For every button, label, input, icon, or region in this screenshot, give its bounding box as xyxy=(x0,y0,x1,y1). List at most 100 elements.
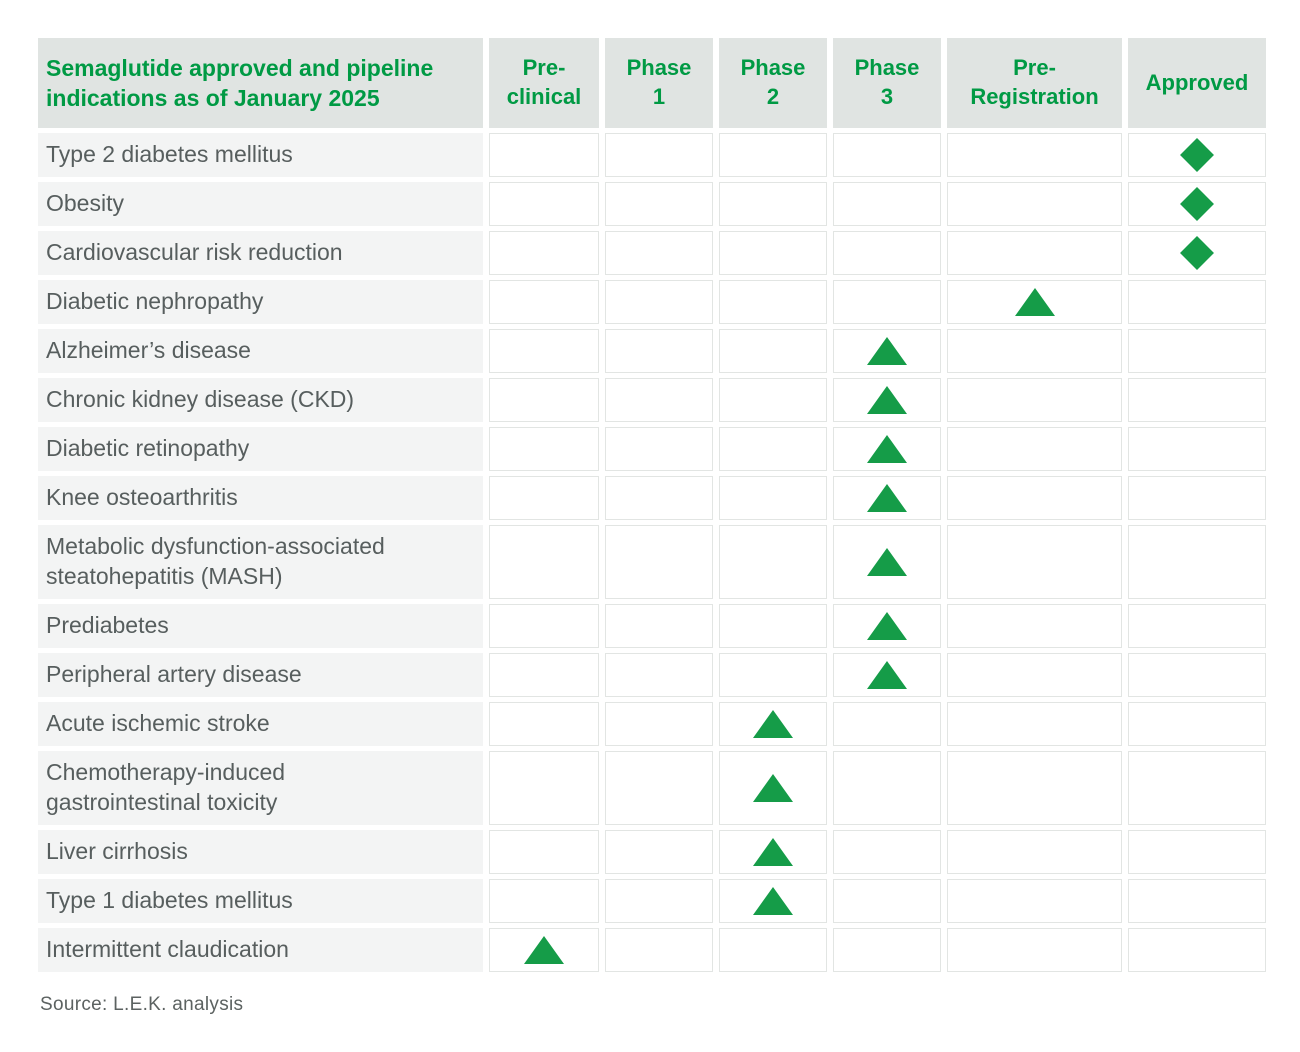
stage-cell-phase-1 xyxy=(605,378,713,422)
pipeline-triangle-icon xyxy=(867,611,907,640)
stage-cell-phase-1 xyxy=(605,182,713,226)
stage-cell-approved xyxy=(1128,701,1266,746)
stage-cell-phase-3 xyxy=(833,378,941,422)
stage-cell-phase-3 xyxy=(833,750,941,825)
stage-cell-phase-3 xyxy=(833,927,941,972)
stage-cell-phase-1 xyxy=(605,878,713,923)
stage-cell-phase-3 xyxy=(833,329,941,373)
indication-label-text: Type 2 diabetes mellitus xyxy=(46,141,293,168)
stage-cell-phase-2 xyxy=(719,750,827,825)
column-header-pre-clinical: Pre- clinical xyxy=(489,38,599,128)
stage-cell-approved xyxy=(1128,927,1266,972)
indication-label-text: Prediabetes xyxy=(46,611,169,638)
stage-cell-phase-2 xyxy=(719,182,827,226)
stage-cell-pre-clinical xyxy=(489,427,599,471)
stage-cell-pre-registration xyxy=(947,750,1122,825)
approved-diamond-icon xyxy=(1180,187,1214,221)
stage-cell-phase-1 xyxy=(605,476,713,520)
pipeline-triangle-icon xyxy=(753,886,793,915)
indication-label-text: Chronic kidney disease (CKD) xyxy=(46,386,355,413)
stage-cell-approved xyxy=(1128,329,1266,373)
approved-diamond-icon xyxy=(1180,138,1214,172)
column-header-pre-registration: Pre- Registration xyxy=(947,38,1122,128)
stage-cell-approved xyxy=(1128,427,1266,471)
table-title: Semaglutide approved and pipeline indica… xyxy=(46,54,434,111)
stage-cell-pre-clinical xyxy=(489,750,599,825)
stage-cell-phase-3 xyxy=(833,133,941,177)
stage-cell-phase-3 xyxy=(833,829,941,874)
indication-label-text: Metabolic dysfunction-associated steatoh… xyxy=(46,533,385,589)
pipeline-triangle-icon xyxy=(867,386,907,414)
indication-label-chronic-kidney-disease-ckd: Chronic kidney disease (CKD) xyxy=(38,378,483,422)
stage-cell-phase-2 xyxy=(719,829,827,874)
stage-cell-phase-1 xyxy=(605,652,713,697)
indication-label-liver-cirrhosis: Liver cirrhosis xyxy=(38,829,483,874)
stage-cell-pre-clinical xyxy=(489,231,599,275)
indication-label-type-2-diabetes-mellitus: Type 2 diabetes mellitus xyxy=(38,133,483,177)
stage-cell-phase-3 xyxy=(833,427,941,471)
indication-label-text: Diabetic retinopathy xyxy=(46,435,250,462)
pipeline-triangle-icon xyxy=(753,709,793,738)
stage-cell-phase-2 xyxy=(719,525,827,599)
pipeline-triangle-icon xyxy=(867,660,907,689)
indication-label-diabetic-nephropathy: Diabetic nephropathy xyxy=(38,280,483,324)
stage-cell-phase-3 xyxy=(833,476,941,520)
stage-cell-pre-clinical xyxy=(489,378,599,422)
stage-cell-pre-registration xyxy=(947,182,1122,226)
indication-label-text: Obesity xyxy=(46,190,124,217)
indication-label-text: Diabetic nephropathy xyxy=(46,288,264,315)
stage-cell-pre-registration xyxy=(947,427,1122,471)
stage-cell-approved xyxy=(1128,750,1266,825)
pipeline-triangle-icon xyxy=(867,435,907,463)
stage-cell-phase-2 xyxy=(719,231,827,275)
stage-cell-pre-registration xyxy=(947,927,1122,972)
indication-label-prediabetes: Prediabetes xyxy=(38,603,483,648)
stage-cell-phase-2 xyxy=(719,927,827,972)
stage-cell-pre-clinical xyxy=(489,525,599,599)
stage-cell-phase-3 xyxy=(833,701,941,746)
stage-cell-pre-clinical xyxy=(489,829,599,874)
stage-cell-pre-registration xyxy=(947,280,1122,324)
stage-cell-phase-3 xyxy=(833,525,941,599)
stage-cell-pre-clinical xyxy=(489,280,599,324)
indication-label-text: Liver cirrhosis xyxy=(46,837,188,864)
indication-label-text: Chemotherapy-induced gastrointestinal to… xyxy=(46,758,286,815)
column-header-approved: Approved xyxy=(1128,38,1266,128)
indication-label-text: Alzheimer’s disease xyxy=(46,337,251,364)
stage-cell-pre-registration xyxy=(947,476,1122,520)
stage-cell-phase-1 xyxy=(605,701,713,746)
stage-cell-pre-clinical xyxy=(489,603,599,648)
indication-label-peripheral-artery-disease: Peripheral artery disease xyxy=(38,652,483,697)
stage-cell-phase-1 xyxy=(605,280,713,324)
stage-cell-phase-2 xyxy=(719,280,827,324)
stage-cell-phase-3 xyxy=(833,182,941,226)
indication-label-alzheimer-s-disease: Alzheimer’s disease xyxy=(38,329,483,373)
stage-cell-phase-2 xyxy=(719,476,827,520)
stage-cell-pre-registration xyxy=(947,329,1122,373)
stage-cell-phase-2 xyxy=(719,878,827,923)
pipeline-table: Semaglutide approved and pipeline indica… xyxy=(38,38,1266,972)
stage-cell-phase-2 xyxy=(719,133,827,177)
indication-label-chemotherapy-induced-gastrointestinal-toxicity: Chemotherapy-induced gastrointestinal to… xyxy=(38,750,483,825)
source-note: Source: L.E.K. analysis xyxy=(40,994,244,1015)
stage-cell-pre-registration xyxy=(947,133,1122,177)
column-header-phase-1: Phase 1 xyxy=(605,38,713,128)
pipeline-triangle-icon xyxy=(867,547,907,576)
stage-cell-phase-3 xyxy=(833,231,941,275)
stage-cell-pre-clinical xyxy=(489,927,599,972)
indication-label-type-1-diabetes-mellitus: Type 1 diabetes mellitus xyxy=(38,878,483,923)
indication-label-text: Acute ischemic stroke xyxy=(46,709,270,736)
stage-cell-phase-2 xyxy=(719,701,827,746)
stage-cell-pre-registration xyxy=(947,652,1122,697)
stage-cell-pre-clinical xyxy=(489,878,599,923)
stage-cell-phase-1 xyxy=(605,329,713,373)
pipeline-triangle-icon xyxy=(753,837,793,866)
stage-cell-pre-clinical xyxy=(489,476,599,520)
stage-cell-approved xyxy=(1128,603,1266,648)
pipeline-triangle-icon xyxy=(1014,288,1055,316)
stage-cell-phase-2 xyxy=(719,652,827,697)
table-title-cell: Semaglutide approved and pipeline indica… xyxy=(38,38,483,128)
stage-cell-pre-clinical xyxy=(489,182,599,226)
stage-cell-approved xyxy=(1128,525,1266,599)
indication-label-text: Intermittent claudication xyxy=(46,935,289,962)
